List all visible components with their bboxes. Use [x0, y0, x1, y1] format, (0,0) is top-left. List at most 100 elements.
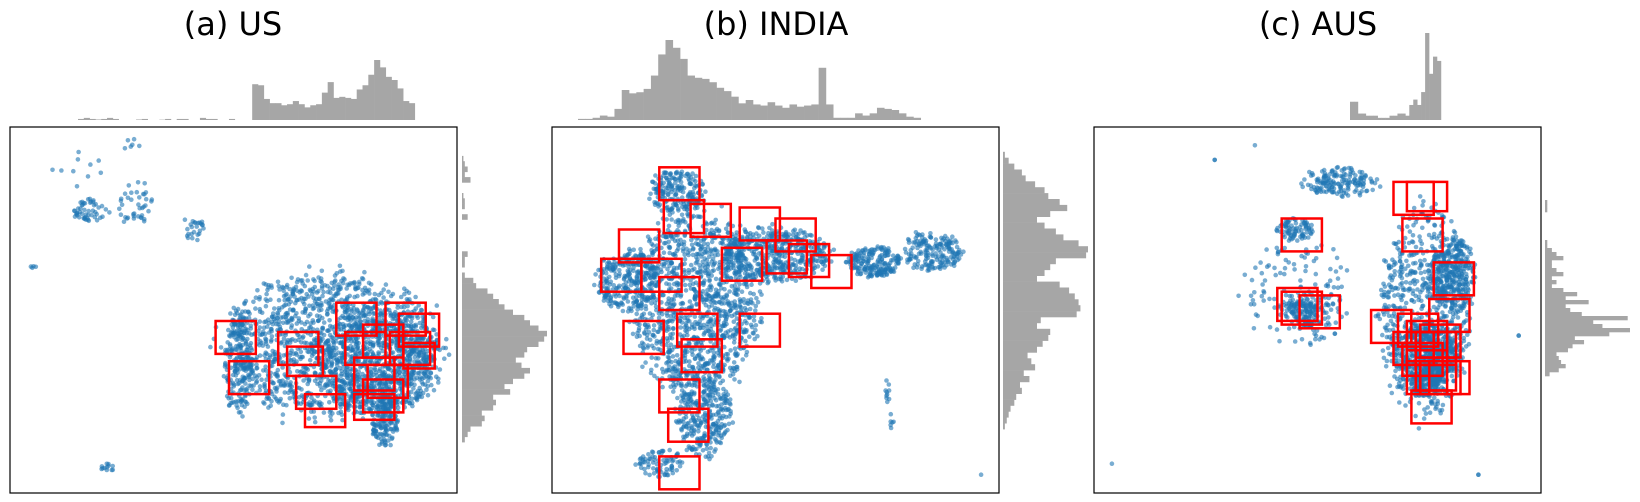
- scatter-point: [369, 318, 375, 323]
- scatter-point: [679, 427, 684, 433]
- scatter-point: [143, 196, 149, 202]
- right-histogram-bar: [1003, 216, 1037, 223]
- scatter-point: [680, 246, 686, 252]
- scatter-point: [442, 356, 447, 362]
- right-histogram-bar: [462, 325, 539, 332]
- scatter-point: [692, 326, 697, 332]
- scatter-point: [652, 202, 658, 207]
- scatter-point: [661, 250, 667, 255]
- scatter-point: [684, 447, 690, 453]
- scatter-point: [656, 315, 662, 321]
- scatter-point: [650, 332, 656, 338]
- scatter-point: [718, 440, 724, 446]
- scatter-points: [592, 169, 984, 480]
- top-histogram-bar: [350, 98, 358, 120]
- scatter-point: [678, 383, 684, 388]
- scatter-point: [715, 252, 721, 258]
- scatter-point: [717, 395, 723, 400]
- scatter-point: [281, 402, 286, 408]
- scatter-point: [245, 344, 251, 350]
- scatter-point: [345, 375, 350, 381]
- scatter-point: [142, 181, 147, 186]
- top-histogram-bar: [818, 67, 827, 120]
- top-histogram-bar: [403, 101, 410, 120]
- right-histogram-bar: [462, 161, 465, 167]
- right-histogram-bar: [1003, 376, 1030, 383]
- scatter-point: [355, 293, 360, 299]
- scatter-point: [706, 450, 712, 456]
- scatter-point: [690, 352, 695, 358]
- scatter-point: [348, 366, 353, 372]
- scatter-point: [269, 319, 275, 325]
- scatter-point: [669, 297, 675, 302]
- scatter-point: [303, 306, 309, 312]
- scatter-point: [269, 334, 275, 339]
- scatter-point: [644, 263, 650, 269]
- scatter-point: [263, 297, 269, 302]
- scatter-point: [703, 454, 709, 460]
- scatter-point: [742, 271, 748, 276]
- scatter-point: [705, 393, 710, 398]
- scatter-point: [747, 306, 753, 312]
- top-histogram-bar: [767, 102, 776, 120]
- scatter-point: [285, 312, 290, 318]
- scatter-point: [85, 197, 91, 202]
- scatter-point: [356, 315, 362, 321]
- scatter-point: [705, 349, 711, 355]
- top-histogram-bar: [345, 97, 352, 120]
- scatter-point: [711, 356, 717, 362]
- scatter-point: [635, 307, 640, 312]
- scatter-point: [660, 233, 666, 239]
- right-histogram-bar: [462, 436, 465, 443]
- right-histogram-bar: [462, 288, 488, 294]
- scatter-point: [673, 419, 679, 424]
- scatter-point: [272, 385, 278, 391]
- top-histogram-bar: [368, 74, 375, 120]
- scatter-point: [326, 359, 331, 364]
- scatter-point: [705, 288, 710, 293]
- right-histogram-bar: [462, 383, 505, 390]
- scatter-point: [698, 243, 704, 249]
- scatter-point: [632, 281, 637, 287]
- right-histogram-bar: [462, 256, 465, 263]
- top-histogram-bar: [869, 113, 878, 120]
- scatter-point: [131, 136, 137, 142]
- scatter-point: [628, 267, 633, 273]
- scatter-point: [290, 317, 295, 322]
- scatter-point: [344, 308, 350, 314]
- scatter-point: [388, 442, 393, 448]
- scatter-point: [381, 295, 386, 300]
- scatter-point: [293, 338, 298, 344]
- scatter-point: [241, 367, 247, 373]
- scatter-point: [235, 306, 241, 312]
- scatter-point: [59, 168, 64, 173]
- scatter-point: [386, 289, 391, 295]
- scatter-point: [718, 240, 723, 246]
- scatter-point: [284, 320, 289, 325]
- scatter-point: [288, 383, 293, 389]
- right-histogram-bar: [462, 299, 499, 305]
- scatter-point: [348, 396, 354, 401]
- scatter-point: [342, 379, 347, 385]
- scatter-point: [118, 212, 124, 217]
- scatter-point: [287, 340, 293, 345]
- scatter-point: [704, 446, 710, 452]
- scatter-point: [644, 336, 650, 341]
- right-histogram-bar: [1003, 258, 1056, 265]
- scatter-point: [682, 348, 688, 353]
- scatter-point: [98, 215, 103, 221]
- scatter-point: [715, 387, 721, 392]
- scatter-point: [365, 398, 370, 404]
- scatter-point: [343, 303, 348, 308]
- right-histogram-bar: [462, 177, 471, 183]
- scatter-point: [643, 303, 648, 309]
- scatter-point: [395, 399, 401, 405]
- top-histogram-bar: [211, 118, 218, 120]
- right-histogram-bar: [1003, 199, 1060, 206]
- scatter-point: [243, 399, 249, 405]
- scatter-point: [272, 349, 278, 355]
- scatter-point: [437, 367, 443, 372]
- scatter-point: [716, 299, 722, 305]
- top-histogram-bar: [269, 103, 276, 120]
- scatter-point: [227, 343, 233, 349]
